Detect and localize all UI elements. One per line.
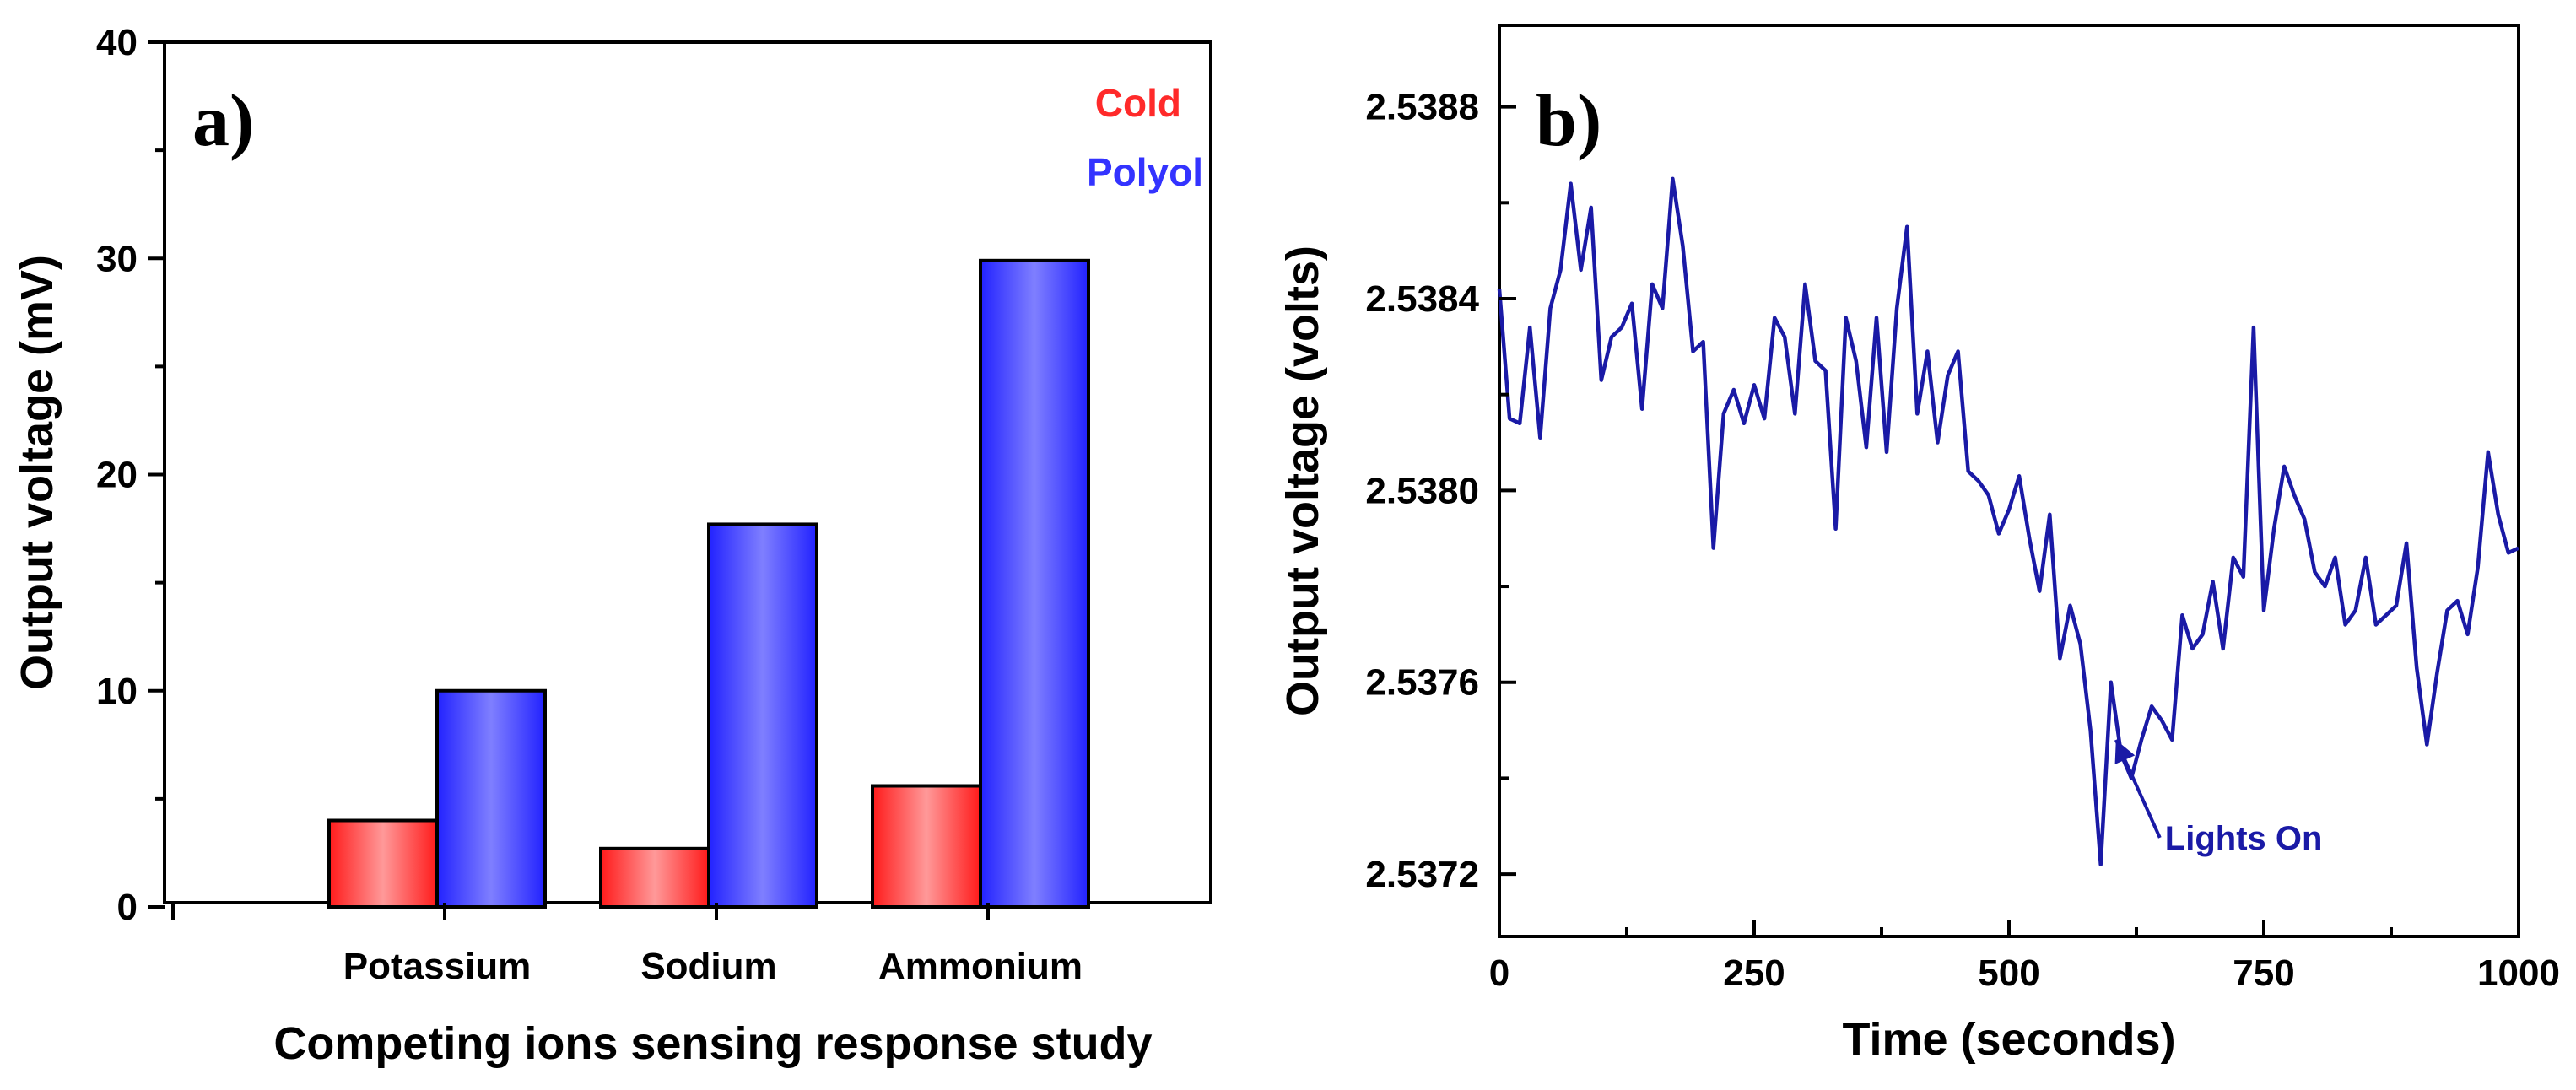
x-tick-label: 250: [1723, 952, 1785, 994]
bar-polyol-potassium: [435, 688, 547, 909]
series-line: [1497, 176, 2519, 866]
x-tick-label: Ammonium: [878, 946, 1083, 987]
bar-polyol-ammonium: [979, 258, 1090, 909]
y-axis-label: Output voltage (volts): [1277, 246, 1328, 716]
y-tick-label: 2.5388: [1365, 87, 1479, 128]
annotation-arrowhead: [2114, 739, 2136, 764]
y-tick-label: 0: [117, 887, 138, 928]
y-tick-label: 2.5384: [1365, 278, 1479, 320]
y-axis-label: Output voltage (mV): [12, 255, 62, 690]
bar-cold-sodium: [599, 846, 710, 909]
y-tick-label: 2.5376: [1365, 662, 1479, 704]
annotation-label: Lights On: [2165, 820, 2323, 857]
bar-polyol-sodium: [707, 522, 818, 909]
y-tick-label: 40: [96, 22, 138, 63]
x-axis-label: Time (seconds): [1842, 1014, 2175, 1065]
plot-frame: [1498, 24, 2520, 938]
y-tick-label: 30: [96, 238, 138, 279]
x-axis-label: Competing ions sensing response study: [273, 1018, 1152, 1069]
x-tick-label: Sodium: [640, 946, 776, 987]
y-tick-label: 10: [96, 671, 138, 712]
legend-cold: Cold: [1095, 81, 1181, 125]
panel-label: b): [1536, 80, 1601, 162]
bar-chart-panel: 0 10 20 30 40 Potassium Sodium Ammonium a) Col…: [12, 22, 1212, 1069]
x-tick-label: Potassium: [343, 946, 532, 987]
x-tick-label: 750: [2233, 952, 2294, 994]
bar-cold-ammonium: [871, 784, 982, 909]
x-tick-label: 1000: [2477, 952, 2560, 994]
line-chart-panel: 2.5372 2.5376 2.5380 2.5384 2.5388 0 250 500 75…: [1277, 24, 2560, 1065]
y-tick-label: 20: [96, 455, 138, 496]
panel-label: a): [192, 80, 254, 162]
legend-polyol: Polyol: [1087, 150, 1203, 194]
y-tick-label: 2.5372: [1365, 854, 1479, 895]
bar-cold-potassium: [327, 818, 439, 909]
x-tick-label: 500: [1978, 952, 2039, 994]
y-tick-label: 2.5380: [1365, 470, 1479, 511]
x-tick-label: 0: [1489, 952, 1509, 994]
